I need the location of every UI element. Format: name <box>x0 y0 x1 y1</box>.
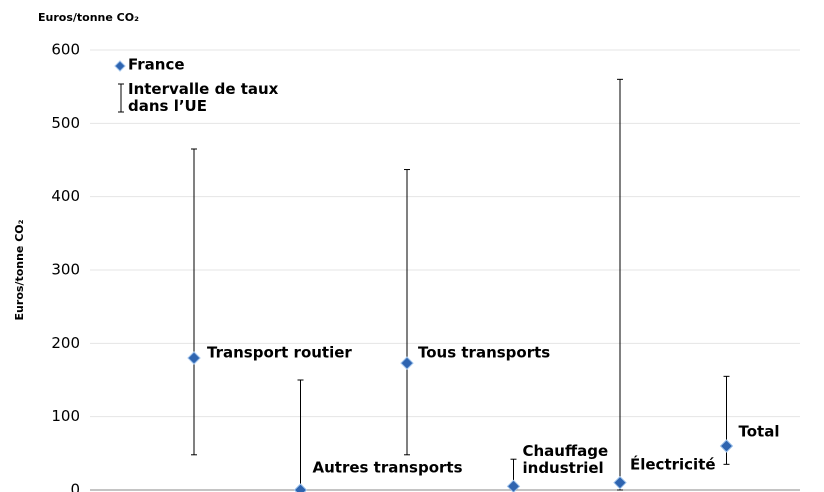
france-point <box>719 439 734 453</box>
category-label: Transport routier <box>207 343 352 362</box>
legend-label: Intervalle de taux dans l’UE <box>128 80 279 115</box>
france-point <box>506 479 521 492</box>
legend-marker <box>114 60 126 72</box>
france-point <box>293 483 308 492</box>
y-axis-label: Euros/tonne CO₂ <box>13 219 26 320</box>
y-tick-label: 0 <box>70 481 80 492</box>
y-tick-label: 400 <box>51 187 80 205</box>
chart-title: Euros/tonne CO₂ <box>38 11 139 24</box>
y-tick-label: 300 <box>51 261 80 279</box>
france-point <box>187 351 201 365</box>
y-tick-label: 100 <box>51 407 80 425</box>
category-label: Total <box>738 422 780 441</box>
legend-label: France <box>128 55 185 74</box>
y-tick-label: 500 <box>51 114 80 132</box>
france-point <box>613 475 627 490</box>
y-tick-label: 600 <box>51 41 80 59</box>
y-tick-label: 200 <box>51 334 80 352</box>
category-label: Chauffage industriel <box>522 442 609 478</box>
category-label: Autres transports <box>312 458 463 477</box>
category-label: Tous transports <box>418 343 551 362</box>
category-label: Électricité <box>630 455 716 474</box>
france-point <box>400 356 414 370</box>
